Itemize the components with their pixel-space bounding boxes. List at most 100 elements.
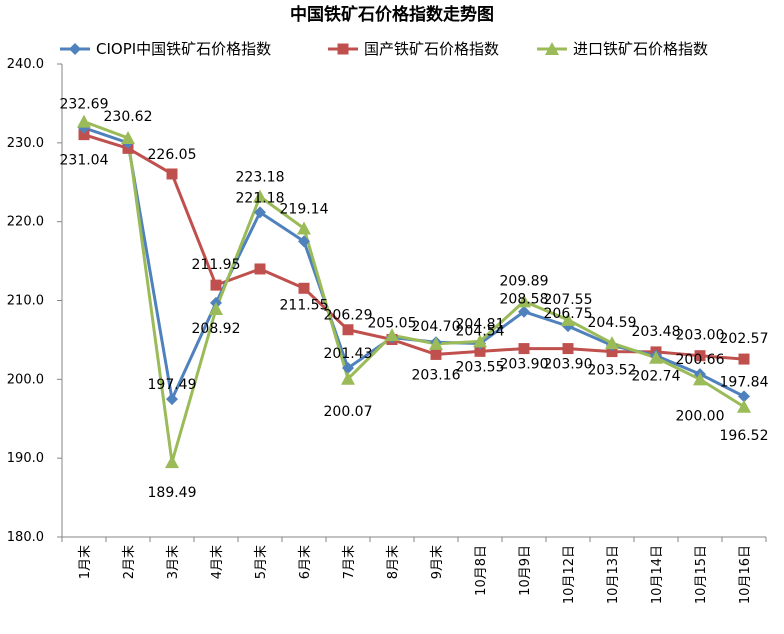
data-point [473,334,487,348]
data-label: 203.90 [500,357,549,373]
x-tick-label: 7月末 [342,545,357,579]
x-tick-label: 10月9日 [518,545,533,596]
data-point [342,362,354,375]
data-point [298,235,310,248]
chart-title: 中国铁矿石价格指数走势图 [290,4,494,25]
data-label: 206.29 [324,308,373,324]
data-point [341,371,355,385]
data-label: 203.55 [456,359,505,375]
data-point [253,189,267,203]
data-label: 208.58 [500,292,549,308]
x-tick-label: 5月末 [254,545,269,579]
x-tick-label: 10月8日 [474,545,489,596]
data-label: 226.05 [148,147,197,163]
data-point [738,353,750,365]
data-label: 219.14 [280,201,329,217]
data-label: 197.84 [720,374,769,390]
data-point [342,324,354,336]
data-label: 202.57 [720,331,769,347]
data-label: 200.07 [324,404,373,420]
series-line [83,120,745,464]
plot-area [77,114,751,469]
data-label: 203.48 [632,324,681,340]
x-tick-label: 9月末 [430,545,445,579]
data-label: 208.92 [192,321,241,337]
y-tick-label: 180.0 [7,530,44,545]
x-tick-label: 10月15日 [694,545,709,604]
data-label: 207.55 [544,292,593,308]
data-label: 189.49 [148,485,197,501]
data-label: 203.90 [544,357,593,373]
data-label: 211.55 [280,297,329,313]
x-tick-label: 2月末 [122,545,137,579]
data-label: 196.52 [720,428,769,444]
data-point [694,350,706,362]
x-tick-label: 3月末 [166,545,181,579]
data-label: 211.95 [192,257,241,273]
data-label: 201.43 [324,346,373,362]
data-point [166,393,178,406]
axes: 180.0 190.0 200.0 210.0 220.0 230.0 240.0 1月末 2月… [7,57,767,604]
data-point [737,399,751,413]
y-tick-label: 230.0 [7,136,44,151]
data-point [254,263,266,275]
data-point [605,336,619,350]
data-point [474,345,486,357]
data-point [385,328,399,342]
data-point [166,168,178,180]
data-point [254,206,266,219]
data-point [297,221,311,235]
data-label: 197.49 [148,377,197,393]
data-label: 230.62 [104,109,153,125]
legend: CIOPI中国铁矿石价格指数 国产铁矿石价格指数 进口铁矿石价格指数 [60,40,708,58]
x-tick-label: 8月末 [386,545,401,579]
data-point [518,305,530,318]
legend-label: 国产铁矿石价格指数 [364,40,499,58]
legend-marker [337,43,349,55]
data-label: 204.54 [456,324,505,340]
x-tick-label: 10月13日 [606,545,621,604]
legend-label: CIOPI中国铁矿石价格指数 [96,40,271,58]
data-label: 204.81 [456,316,505,332]
data-label: 203.52 [588,363,637,379]
data-point [606,346,618,358]
data-point [298,282,310,294]
data-point [121,130,135,144]
data-label: 202.74 [632,369,681,385]
data-label: 203.00 [676,328,725,344]
data-point [429,336,443,350]
data-label: 221.18 [236,190,285,206]
data-point [738,390,750,403]
x-tick-label: 1月末 [78,545,93,579]
legend-marker [545,42,559,55]
data-label: 223.18 [236,170,285,186]
data-label: 204.70 [412,319,461,335]
data-point [165,455,179,469]
legend-label: 进口铁矿石价格指数 [573,40,708,58]
data-label: 203.16 [412,367,461,383]
y-tick-label: 200.0 [7,372,44,387]
data-point [78,129,90,141]
data-label: 204.59 [588,315,637,331]
x-tick-label: 6月末 [298,545,313,579]
data-label: 200.00 [676,408,725,424]
data-point [430,348,442,360]
data-point [561,312,575,326]
data-point [518,343,530,355]
data-label: 232.69 [60,97,109,113]
x-tick-label: 10月12日 [562,545,577,604]
x-tick-label: 4月末 [210,545,225,579]
x-tick-label: 10月14日 [650,545,665,604]
data-point [517,294,531,308]
data-point [209,302,223,316]
x-tick-label: 10月16日 [738,545,753,604]
data-point [210,279,222,291]
data-point [562,343,574,355]
series-line [83,126,745,401]
data-label: 205.05 [368,316,417,332]
legend-marker [69,43,81,55]
data-point [77,114,91,128]
data-label: 206.75 [544,306,593,322]
